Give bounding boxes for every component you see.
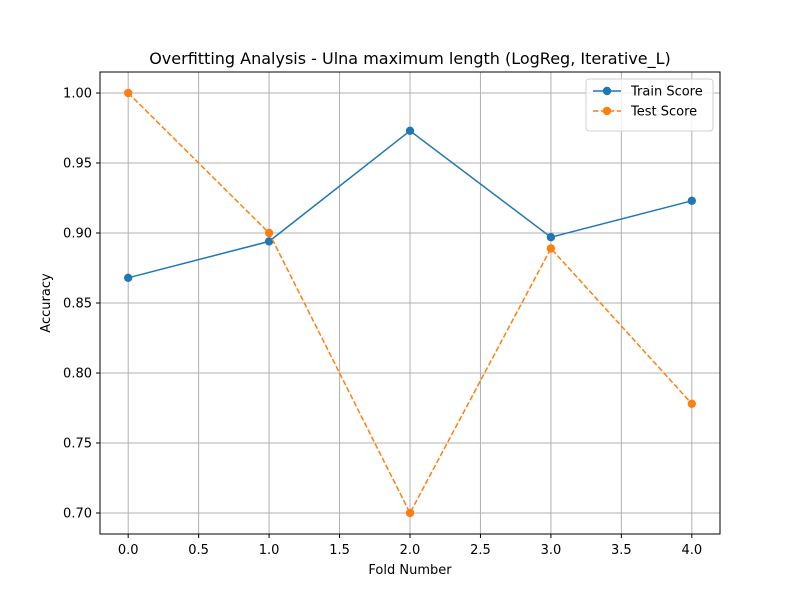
legend-marker-swatch (602, 86, 612, 96)
y-tick-label: 0.90 (63, 227, 92, 242)
train-score-point (687, 196, 697, 205)
chart-title: Overfitting Analysis - Ulna maximum leng… (149, 49, 671, 69)
train-score-point (264, 237, 274, 246)
test-score-point (687, 399, 697, 408)
legend-label: Train Score (630, 85, 703, 100)
x-tick-label: 3.5 (611, 543, 632, 558)
legend-label: Test Score (630, 105, 697, 120)
x-tick-label: 4.0 (681, 543, 702, 558)
y-tick-label: 0.80 (63, 367, 92, 382)
x-tick-label: 0.0 (118, 543, 139, 558)
legend: Train Score Test Score (585, 78, 714, 132)
y-tick-label: 0.75 (63, 437, 92, 452)
train-score-point (123, 273, 133, 282)
train-score-point (546, 233, 556, 242)
legend-box (585, 78, 714, 132)
x-tick-label: 2.5 (470, 543, 491, 558)
test-score-series (123, 88, 697, 518)
test-score-point (405, 508, 415, 518)
x-tick-label: 3.0 (541, 543, 562, 558)
y-tick-label: 0.95 (63, 157, 92, 172)
legend-marker-swatch (602, 106, 612, 116)
y-tick-label: 1.00 (63, 87, 92, 102)
y-tick-label: 0.85 (63, 297, 92, 312)
test-score-line (127, 92, 693, 515)
y-tick-label: 0.70 (63, 507, 92, 522)
axis-ticks: 0.0 0.5 1.0 1.5 2.0 2.5 3.0 3.5 4.0 0.70 0.75 0.80 0… (63, 87, 702, 559)
test-score-point (546, 244, 556, 253)
x-tick-label: 2.0 (400, 543, 421, 558)
y-axis-title: Accuracy (39, 273, 54, 333)
train-score-series (123, 126, 697, 282)
data-series (123, 88, 697, 518)
x-axis-title: Fold Number (368, 563, 452, 578)
train-score-point (405, 126, 415, 135)
x-tick-label: 1.5 (329, 543, 350, 558)
test-score-point (123, 88, 133, 98)
x-tick-label: 0.5 (188, 543, 209, 558)
legend-item-train-score: Train Score (593, 85, 703, 100)
x-tick-label: 1.0 (259, 543, 280, 558)
test-score-point (264, 228, 274, 238)
legend-item-test-score: Test Score (593, 105, 697, 120)
